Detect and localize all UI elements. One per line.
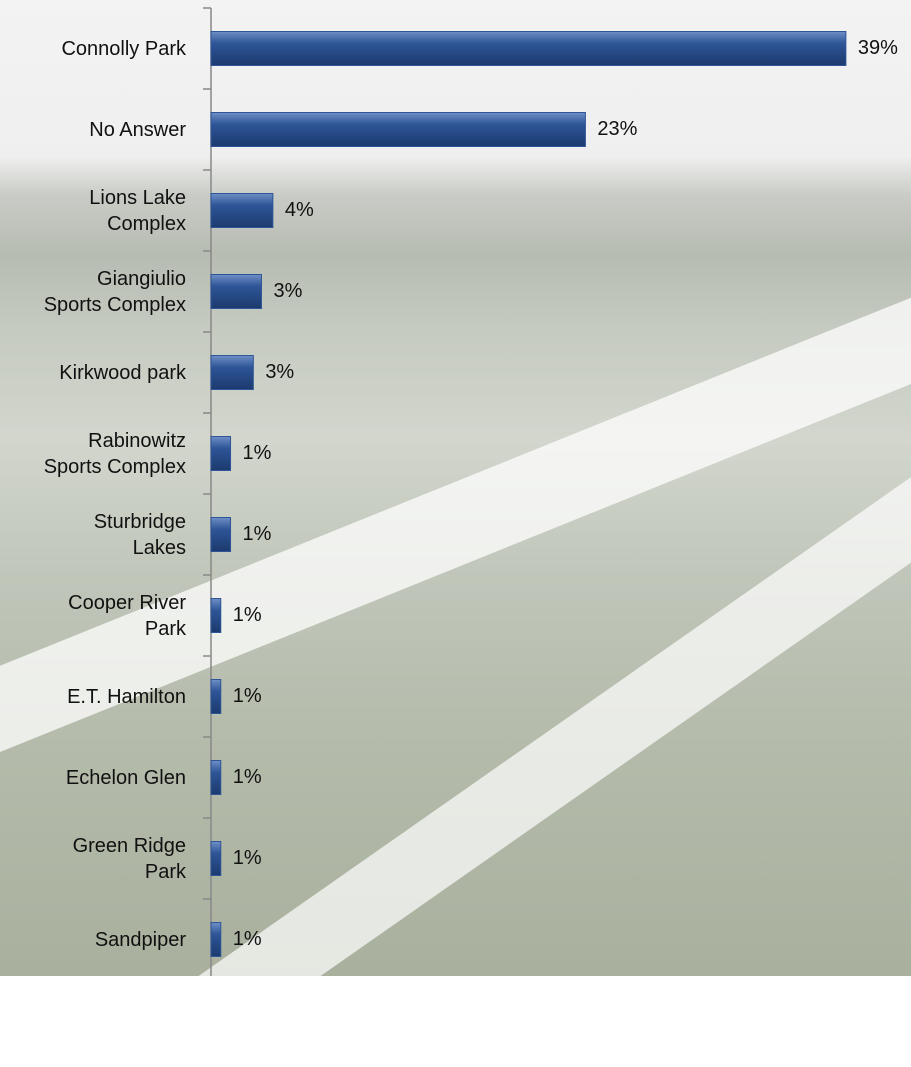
category-label: Sandpiper	[94, 928, 186, 951]
bar	[210, 922, 222, 957]
category-label: Kirkwood park	[59, 361, 186, 384]
value-label: 1%	[233, 604, 262, 626]
value-label: 1%	[233, 847, 262, 869]
value-label: 3%	[273, 280, 302, 302]
value-label: 1%	[233, 685, 262, 707]
category-label: No Answer	[89, 118, 186, 141]
bar	[210, 112, 586, 147]
value-label: 1%	[233, 928, 262, 950]
value-label: 23%	[597, 118, 637, 140]
bar	[210, 760, 222, 795]
category-label: Rabinowitz Sports Complex	[43, 429, 186, 478]
value-label: 1%	[233, 766, 262, 788]
category-label: Giangiulio Sports Complex	[43, 267, 186, 316]
chart: 39% 23% 4% 3% 3% 1% 1% 1% 1% 1% 1% 1%	[203, 7, 898, 976]
value-label: 1%	[243, 442, 272, 464]
bar	[210, 517, 232, 552]
value-label: 39%	[858, 37, 898, 59]
bar	[210, 679, 222, 714]
bar	[210, 598, 222, 633]
category-label: E.T. Hamilton	[67, 685, 186, 708]
bar	[210, 193, 274, 228]
value-label: 4%	[285, 199, 314, 221]
category-label: Green Ridge Park	[72, 834, 186, 883]
bar	[210, 436, 232, 471]
category-label: Connolly Park	[61, 37, 186, 60]
category-label: Sturbridge Lakes	[93, 510, 186, 559]
bar	[210, 355, 254, 390]
value-label: 3%	[265, 361, 294, 383]
category-label: Echelon Glen	[65, 766, 186, 789]
bar	[210, 31, 847, 66]
bar	[210, 841, 222, 876]
value-label: 1%	[243, 523, 272, 545]
bar	[210, 274, 262, 309]
chart-area: 39% 23% 4% 3% 3% 1% 1% 1% 1% 1% 1% 1% Connolly Park…	[0, 0, 911, 976]
category-label: Lions Lake Complex	[89, 186, 186, 235]
category-label: Cooper River Park	[68, 591, 186, 640]
